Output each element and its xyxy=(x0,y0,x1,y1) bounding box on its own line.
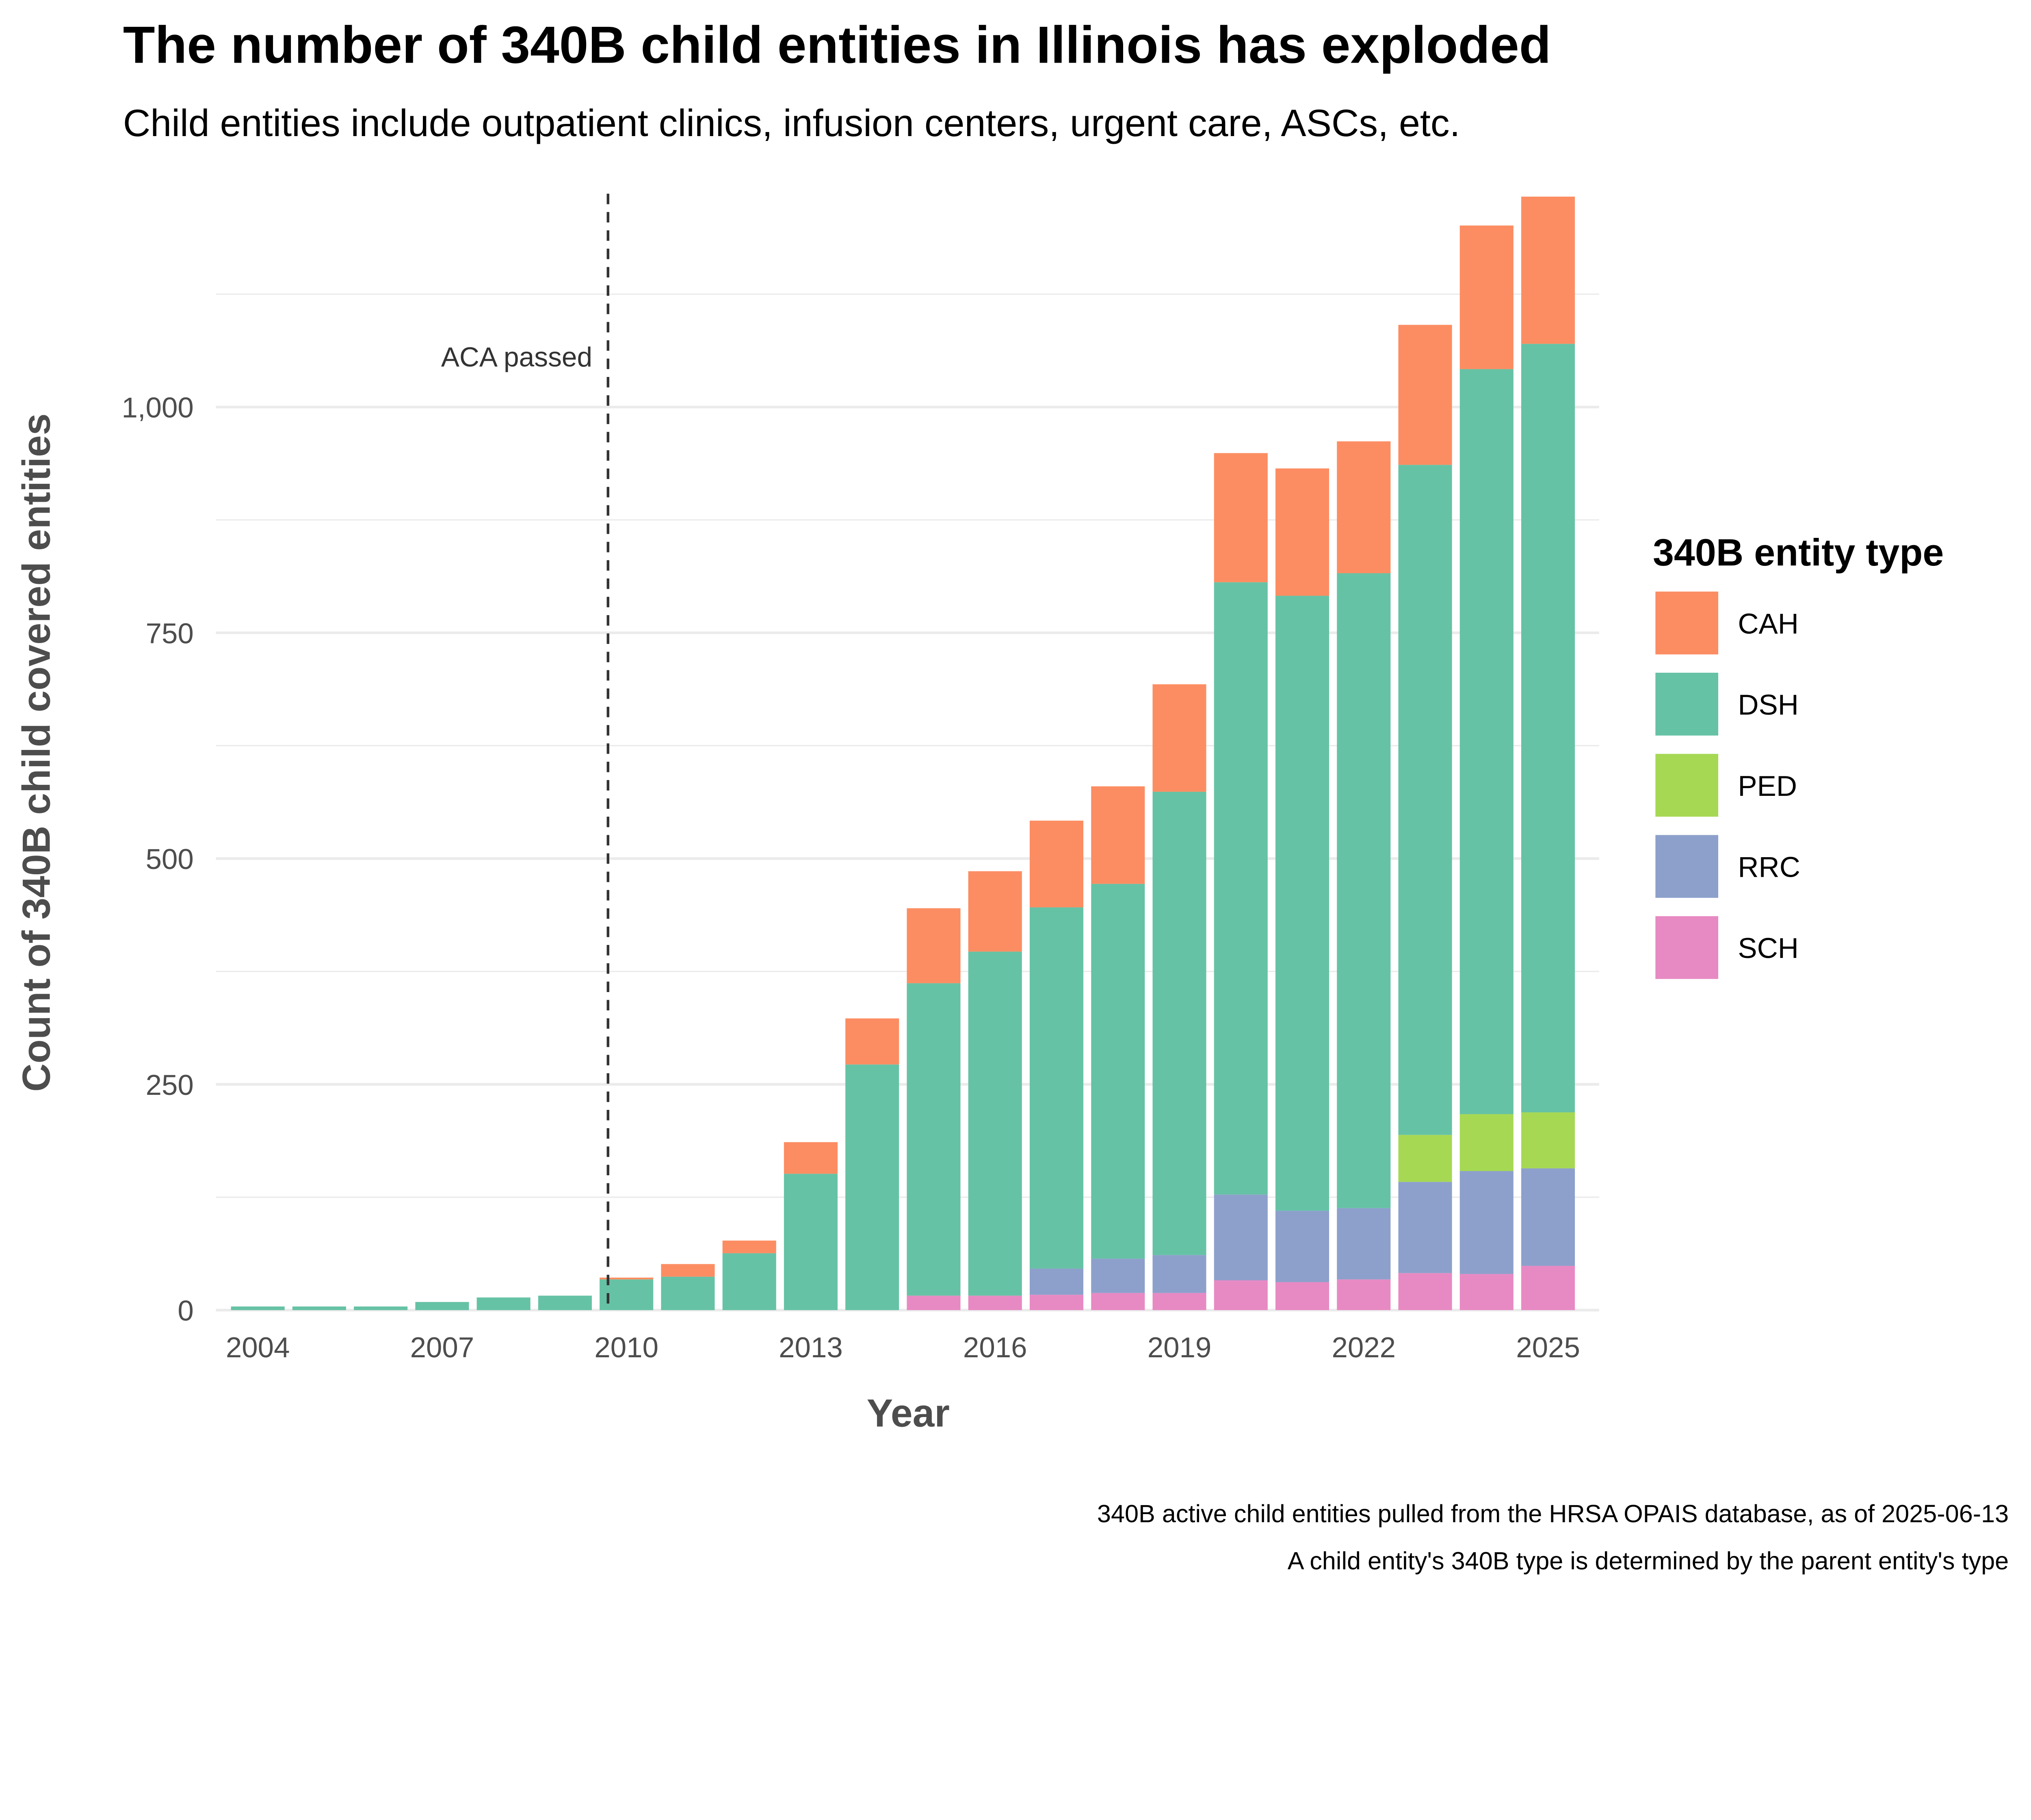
bar-rrc-2017 xyxy=(1029,1268,1084,1295)
bar-sch-2019 xyxy=(1152,1293,1206,1310)
x-tick-label: 2013 xyxy=(779,1332,843,1364)
bar-sch-2023 xyxy=(1398,1273,1452,1310)
x-axis-ticks: 2004 2007 2010 2013 2016 2019 2022 2025 xyxy=(226,1332,1580,1364)
bar-rrc-2024 xyxy=(1459,1171,1514,1274)
bar-rrc-2021 xyxy=(1275,1211,1329,1282)
bar-cah-2019 xyxy=(1152,684,1206,792)
bar-cah-2017 xyxy=(1029,821,1084,908)
bar-cah-2016 xyxy=(968,871,1022,952)
y-axis-title: Count of 340B child covered entities xyxy=(15,414,58,1092)
bar-cah-2025 xyxy=(1521,196,1575,344)
bar-cah-2015 xyxy=(907,908,961,984)
bar-dsh-2006 xyxy=(354,1306,408,1310)
x-tick-label: 2019 xyxy=(1148,1332,1212,1364)
gridlines xyxy=(216,293,1599,1312)
x-tick-label: 2004 xyxy=(226,1332,290,1364)
bar-cah-2024 xyxy=(1459,225,1514,369)
bar-dsh-2012 xyxy=(722,1253,776,1310)
bar-dsh-2019 xyxy=(1152,791,1206,1255)
bar-sch-2022 xyxy=(1337,1279,1391,1310)
legend-title: 340B entity type xyxy=(1653,531,1944,574)
bar-rrc-2020 xyxy=(1214,1194,1268,1280)
legend: 340B entity type CAH DSH PED RRC SCH xyxy=(1653,531,1944,979)
bar-cah-2013 xyxy=(784,1142,838,1174)
legend-label-sch: SCH xyxy=(1738,932,1799,964)
bar-sch-2018 xyxy=(1091,1293,1145,1310)
bar-sch-2025 xyxy=(1521,1265,1575,1310)
x-tick-label: 2007 xyxy=(410,1332,474,1364)
x-axis-title: Year xyxy=(867,1392,950,1435)
bar-rrc-2019 xyxy=(1152,1255,1206,1293)
bar-ped-2025 xyxy=(1521,1112,1575,1168)
bar-dsh-2023 xyxy=(1398,465,1452,1135)
aca-annotation: ACA passed xyxy=(441,193,610,1310)
bar-dsh-2011 xyxy=(661,1276,715,1310)
bar-rrc-2025 xyxy=(1521,1168,1575,1266)
bar-dsh-2015 xyxy=(907,983,961,1296)
bar-dsh-2008 xyxy=(476,1297,530,1310)
bar-dsh-2021 xyxy=(1275,596,1329,1211)
bar-rrc-2018 xyxy=(1091,1259,1145,1293)
caption-line-1: 340B active child entities pulled from t… xyxy=(1097,1500,2009,1528)
bar-dsh-2024 xyxy=(1459,369,1514,1114)
bar-dsh-2022 xyxy=(1337,573,1391,1208)
legend-label-cah: CAH xyxy=(1738,608,1799,640)
bar-cah-2014 xyxy=(845,1018,899,1065)
bar-sch-2017 xyxy=(1029,1295,1084,1310)
bar-rrc-2022 xyxy=(1337,1208,1391,1280)
bar-sch-2016 xyxy=(968,1296,1022,1310)
y-axis-ticks: 0 250 500 750 1,000 xyxy=(121,392,193,1327)
bar-cah-2023 xyxy=(1398,325,1452,465)
legend-swatch-sch xyxy=(1655,916,1719,979)
bar-dsh-2004 xyxy=(231,1306,285,1310)
x-tick-label: 2016 xyxy=(963,1332,1027,1364)
y-tick-label: 0 xyxy=(178,1295,193,1327)
x-tick-label: 2025 xyxy=(1516,1332,1580,1364)
bar-sch-2020 xyxy=(1214,1280,1268,1310)
chart-subtitle: Child entities include outpatient clinic… xyxy=(123,102,1460,144)
bar-dsh-2018 xyxy=(1091,884,1145,1259)
bar-rrc-2023 xyxy=(1398,1182,1452,1273)
bar-cah-2022 xyxy=(1337,441,1391,573)
aca-label: ACA passed xyxy=(441,342,592,373)
bar-cah-2012 xyxy=(722,1240,776,1253)
bar-cah-2010 xyxy=(600,1277,654,1280)
legend-swatch-rrc xyxy=(1655,835,1719,898)
bar-cah-2021 xyxy=(1275,468,1329,596)
bar-sch-2021 xyxy=(1275,1282,1329,1310)
bar-dsh-2014 xyxy=(845,1064,899,1310)
bar-dsh-2025 xyxy=(1521,344,1575,1113)
bar-sch-2024 xyxy=(1459,1274,1514,1310)
bar-dsh-2020 xyxy=(1214,582,1268,1195)
x-tick-label: 2022 xyxy=(1332,1332,1396,1364)
bar-cah-2020 xyxy=(1214,453,1268,583)
bars xyxy=(231,196,1575,1310)
x-tick-label: 2010 xyxy=(594,1332,658,1364)
y-tick-label: 500 xyxy=(146,843,194,875)
bar-sch-2015 xyxy=(907,1296,961,1310)
bar-cah-2011 xyxy=(661,1264,715,1277)
bar-ped-2023 xyxy=(1398,1135,1452,1182)
legend-label-dsh: DSH xyxy=(1738,689,1799,721)
chart: The number of 340B child entities in Ill… xyxy=(15,16,2009,1575)
bar-cah-2018 xyxy=(1091,786,1145,884)
caption-line-2: A child entity's 340B type is determined… xyxy=(1288,1547,2009,1575)
bar-dsh-2007 xyxy=(415,1302,469,1310)
bar-dsh-2017 xyxy=(1029,907,1084,1269)
chart-title: The number of 340B child entities in Ill… xyxy=(123,16,1551,74)
bar-dsh-2005 xyxy=(292,1306,346,1310)
legend-swatch-dsh xyxy=(1655,672,1719,736)
bar-dsh-2009 xyxy=(538,1296,592,1310)
y-tick-label: 750 xyxy=(146,618,194,650)
legend-swatch-ped xyxy=(1655,754,1719,817)
bar-dsh-2016 xyxy=(968,951,1022,1296)
y-tick-label: 250 xyxy=(146,1069,194,1101)
bar-dsh-2013 xyxy=(784,1174,838,1310)
y-tick-label: 1,000 xyxy=(121,392,193,424)
legend-label-rrc: RRC xyxy=(1738,852,1800,884)
legend-swatch-cah xyxy=(1655,592,1719,654)
legend-label-ped: PED xyxy=(1738,770,1797,802)
bar-ped-2024 xyxy=(1459,1114,1514,1171)
